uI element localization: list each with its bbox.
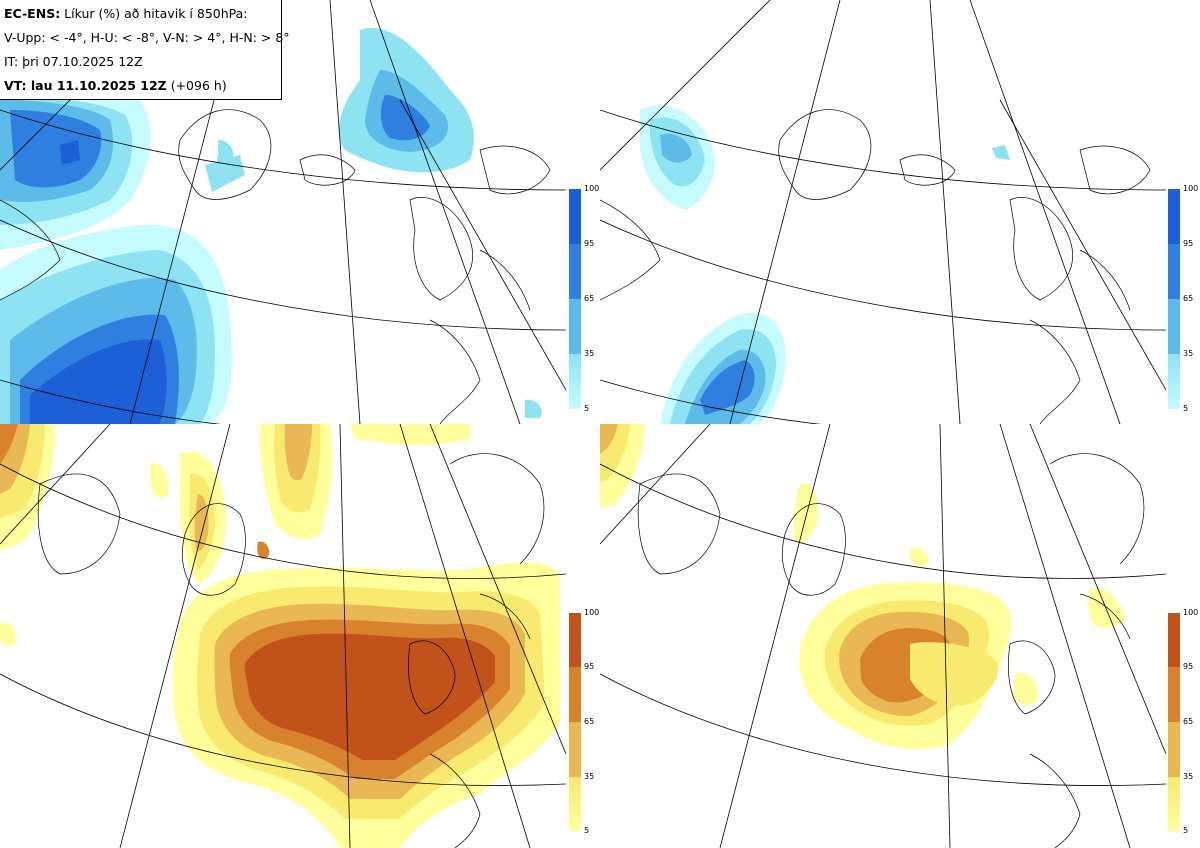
init-time: IT: þri 07.10.2025 12Z (4, 54, 143, 69)
valid-time: VT: lau 11.10.2025 12Z (4, 78, 167, 93)
colorbar-segment (1168, 722, 1180, 777)
colorbar-segment (569, 667, 581, 722)
map-cold-4 (0, 0, 566, 424)
colorbar-tick: 5 (584, 826, 590, 835)
colorbar-tick: 95 (584, 662, 595, 671)
colorbar-tick: 5 (1183, 404, 1189, 413)
panel-warm-8 (600, 424, 1166, 848)
colorbar-segment (1168, 667, 1180, 722)
info-box: EC-ENS: Líkur (%) að hitavik í 850hPa: V… (0, 0, 290, 100)
colorbar-tick: 100 (1183, 184, 1199, 193)
colorbar-tick: 95 (1183, 662, 1194, 671)
colorbar-segment (1168, 777, 1180, 831)
colorbar-tick: 65 (584, 294, 595, 303)
colorbar-tick: 5 (1183, 826, 1189, 835)
colorbar-tick: 35 (1183, 772, 1194, 781)
colorbar-segment (569, 613, 581, 667)
colorbar-segment (1168, 244, 1180, 299)
colorbar-segment (569, 299, 581, 354)
colorbar-tick: 35 (584, 772, 595, 781)
coastlines (600, 109, 1151, 424)
panel-cold-4 (0, 0, 566, 424)
title-text: Líkur (%) að hitavik í 850hPa: (60, 6, 248, 21)
colorbar-segment (569, 244, 581, 299)
colorbar-segment (1168, 299, 1180, 354)
graticule (0, 424, 566, 848)
colorbar-tick: 35 (1183, 349, 1194, 358)
colorbar-cold-left: 100 95 65 35 5 (569, 185, 599, 413)
colorbar-tick: 65 (1183, 717, 1194, 726)
colorbar-tick: 95 (584, 239, 595, 248)
colorbar-tick: 95 (1183, 239, 1194, 248)
colorbar-tick: 100 (584, 184, 600, 193)
colorbar-segment (569, 777, 581, 831)
coastlines (37, 453, 545, 848)
panel-warm-4 (0, 424, 566, 848)
valid-time-line: VT: lau 11.10.2025 12Z (+096 h) (4, 76, 277, 100)
panel-cold-8 (600, 0, 1166, 424)
colorbar-segment (569, 189, 581, 244)
colorbar-tick: 65 (584, 717, 595, 726)
thresholds-line: V-Upp: < -4°, H-U: < -8°, V-N: > 4°, H-N… (4, 30, 290, 45)
coastlines (637, 453, 1145, 848)
colorbar-segment (1168, 189, 1180, 244)
colorbar-warm-right: 100 95 65 35 5 (1168, 609, 1198, 835)
graticule (600, 424, 1166, 848)
map-warm-4 (0, 424, 566, 848)
model-label: EC-ENS: (4, 6, 61, 21)
colorbar-segment (1168, 354, 1180, 409)
coastlines (0, 109, 551, 424)
colorbar-tick: 65 (1183, 294, 1194, 303)
colorbar-segment (569, 354, 581, 409)
title-line: EC-ENS: Líkur (%) að hitavik í 850hPa: (4, 4, 277, 28)
graticule (600, 0, 1166, 424)
map-warm-8 (600, 424, 1166, 848)
colorbar-tick: 100 (1183, 608, 1199, 617)
map-cold-8 (600, 0, 1166, 424)
colorbar-tick: 100 (584, 608, 600, 617)
lead-time: (+096 h) (166, 78, 227, 93)
colorbar-segment (1168, 613, 1180, 667)
colorbar-cold-right: 100 95 65 35 5 (1168, 185, 1198, 413)
colorbar-warm-left: 100 95 65 35 5 (569, 609, 599, 835)
colorbar-tick: 35 (584, 349, 595, 358)
colorbar-tick: 5 (584, 404, 590, 413)
colorbar-segment (569, 722, 581, 777)
